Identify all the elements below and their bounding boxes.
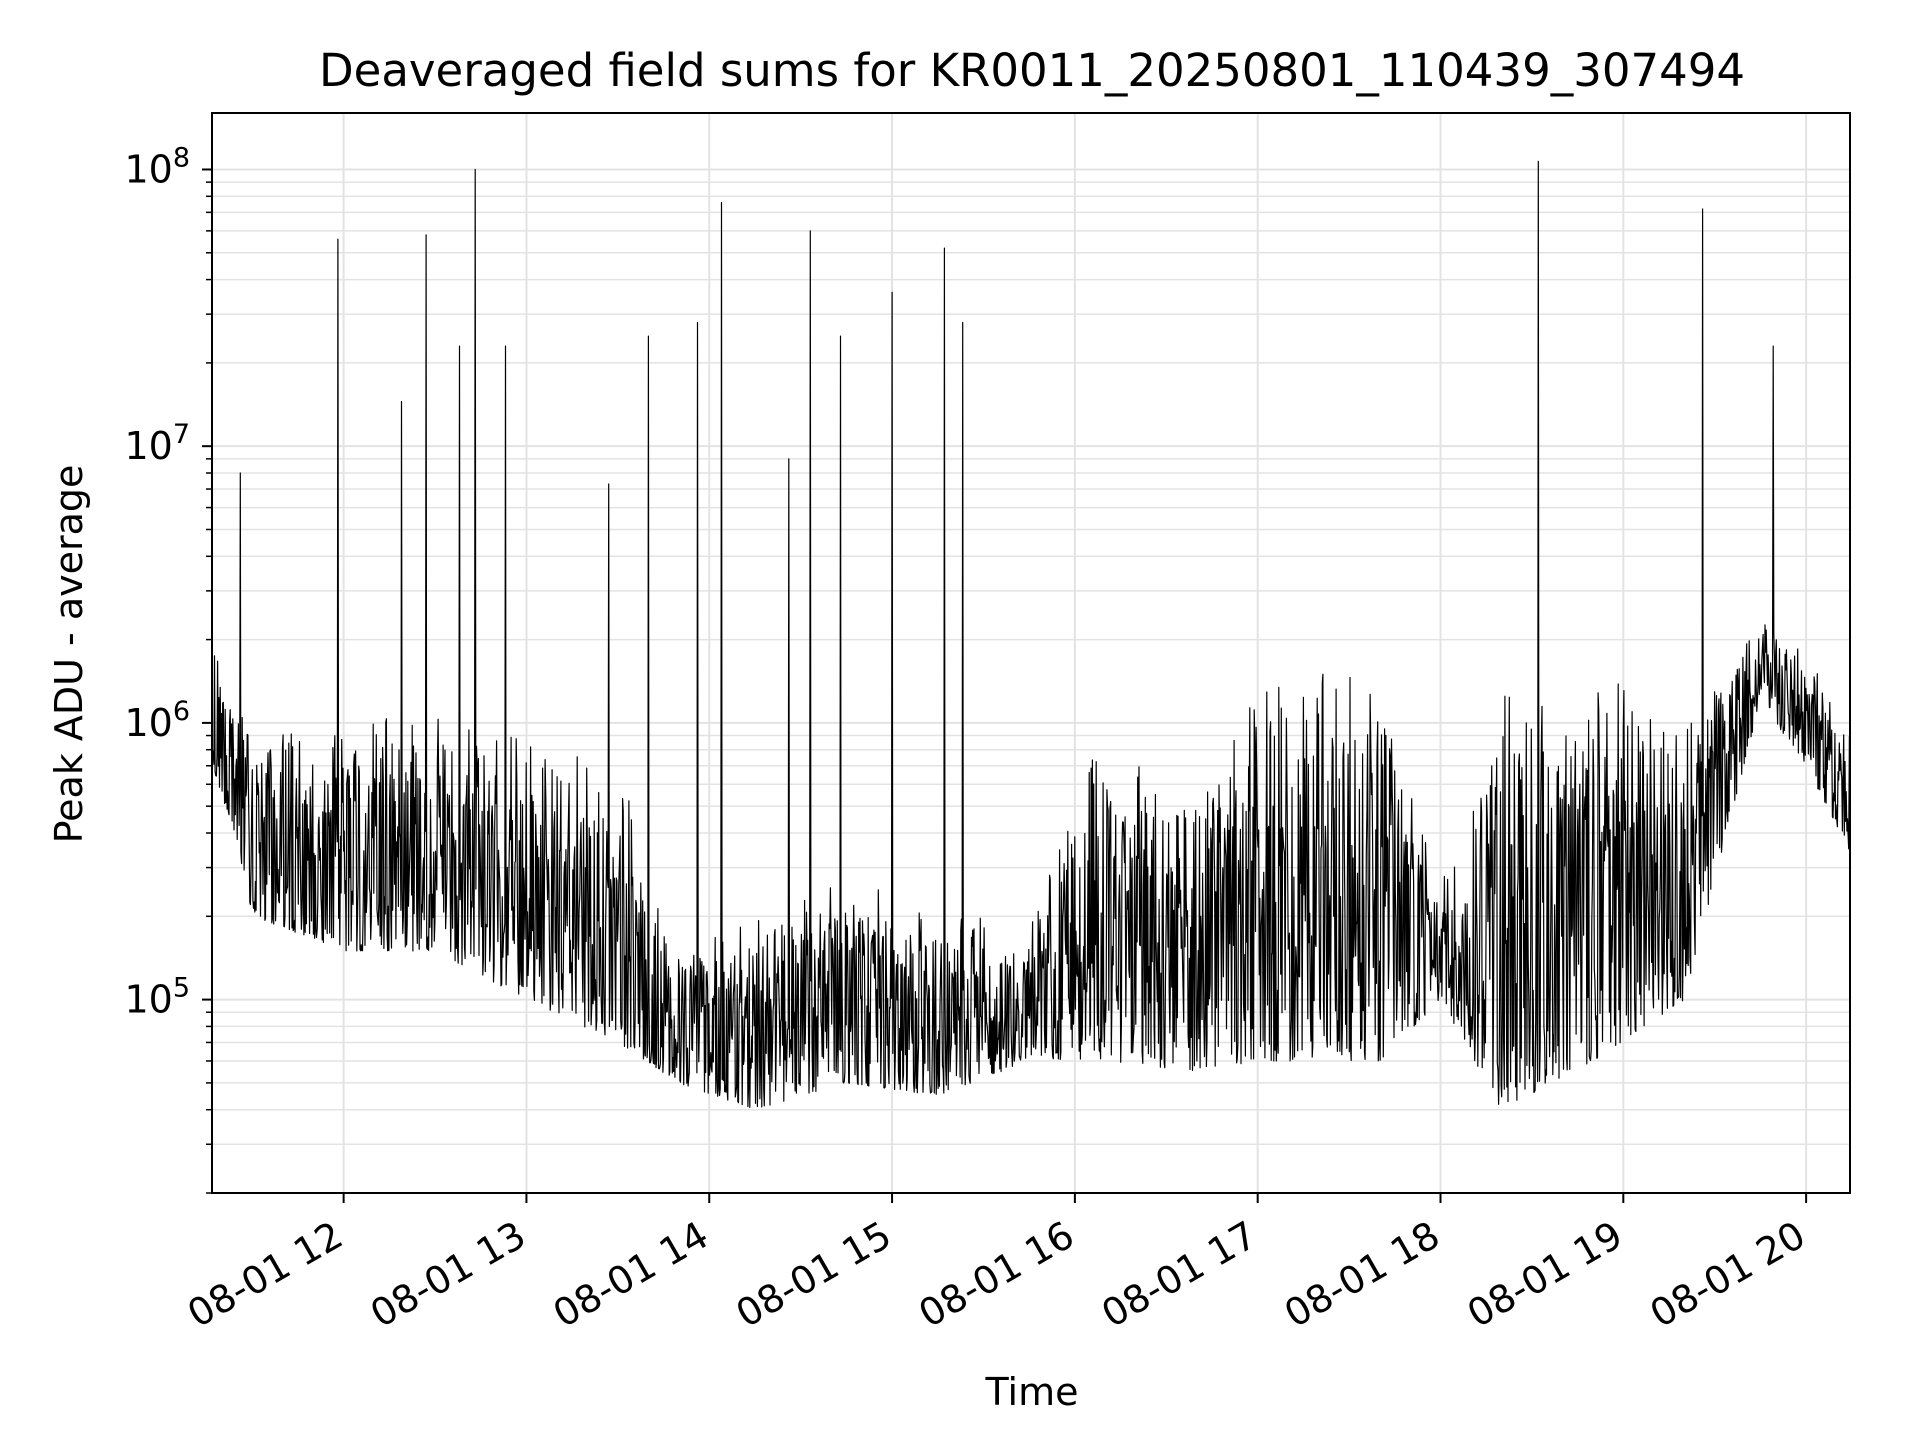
- data-line: [212, 160, 1851, 1108]
- y-tick-label: 108: [124, 142, 190, 191]
- x-axis-label: Time: [985, 1370, 1079, 1414]
- y-axis: 105 106 107 108: [124, 142, 212, 1194]
- y-tick-label: 106: [124, 696, 190, 745]
- y-tick-label: 105: [124, 973, 190, 1022]
- plot-area: [212, 160, 1851, 1108]
- y-tick-label: 107: [124, 419, 190, 468]
- chart-title: Deaveraged field sums for KR0011_2025080…: [319, 44, 1745, 97]
- axes-frame: [211, 112, 1851, 1194]
- y-axis-label: Peak ADU - average: [47, 465, 91, 844]
